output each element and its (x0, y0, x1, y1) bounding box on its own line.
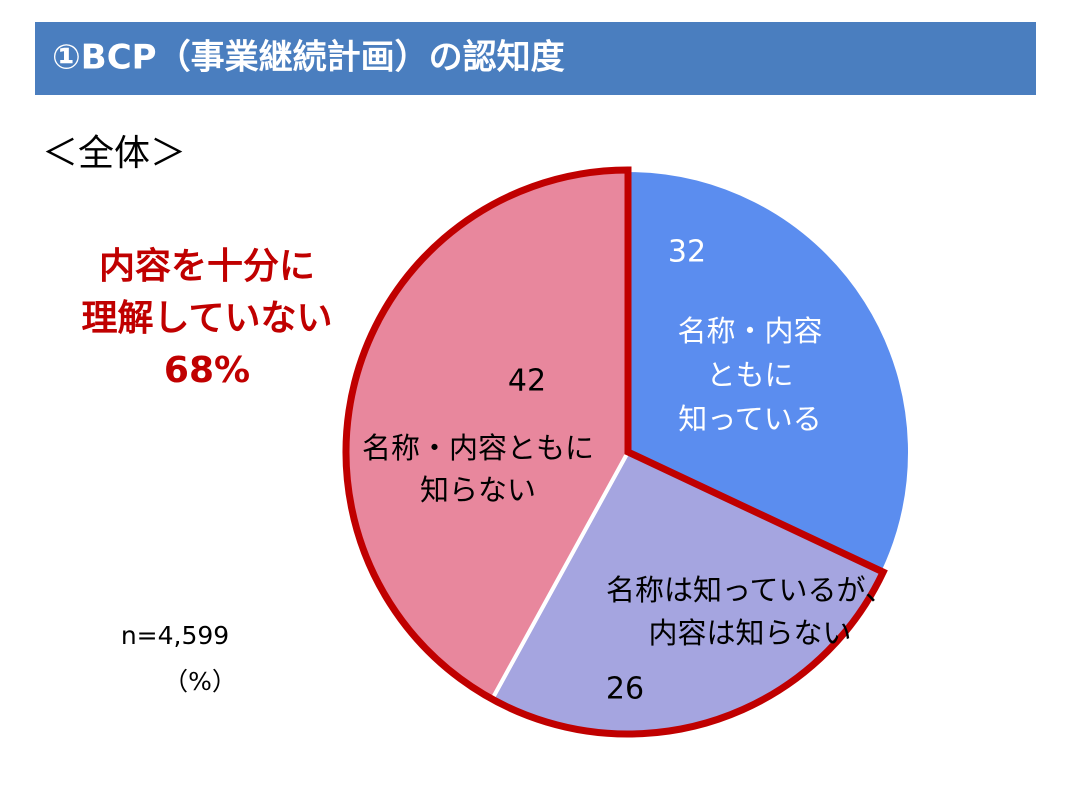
sample-size: n=4,599 (121, 621, 229, 650)
slice-label: 内容は知らない (648, 616, 851, 650)
subtitle: ＜全体＞ (42, 133, 186, 174)
slice-label: 知っている (678, 402, 822, 436)
title: ①BCP（事業継続計画）の認知度 (52, 38, 565, 78)
slice-label: 名称は知っているが、 (606, 573, 894, 607)
annotation: 68% (164, 350, 250, 391)
value-label: 26 (606, 672, 644, 707)
slice-label: 名称・内容 (677, 314, 822, 348)
value-label: 42 (508, 364, 546, 399)
slice-label: ともに (706, 358, 793, 392)
unit: （%） (163, 667, 237, 696)
slice-label: 知らない (420, 473, 536, 507)
highlight-outline (342, 166, 888, 738)
value-label: 32 (668, 235, 706, 270)
pie-slice (626, 167, 912, 575)
title-bar (35, 22, 1036, 95)
annotation: 内容を十分に (99, 246, 315, 287)
slice-label: 名称・内容ともに (362, 431, 594, 465)
annotation: 理解していない (82, 298, 333, 339)
